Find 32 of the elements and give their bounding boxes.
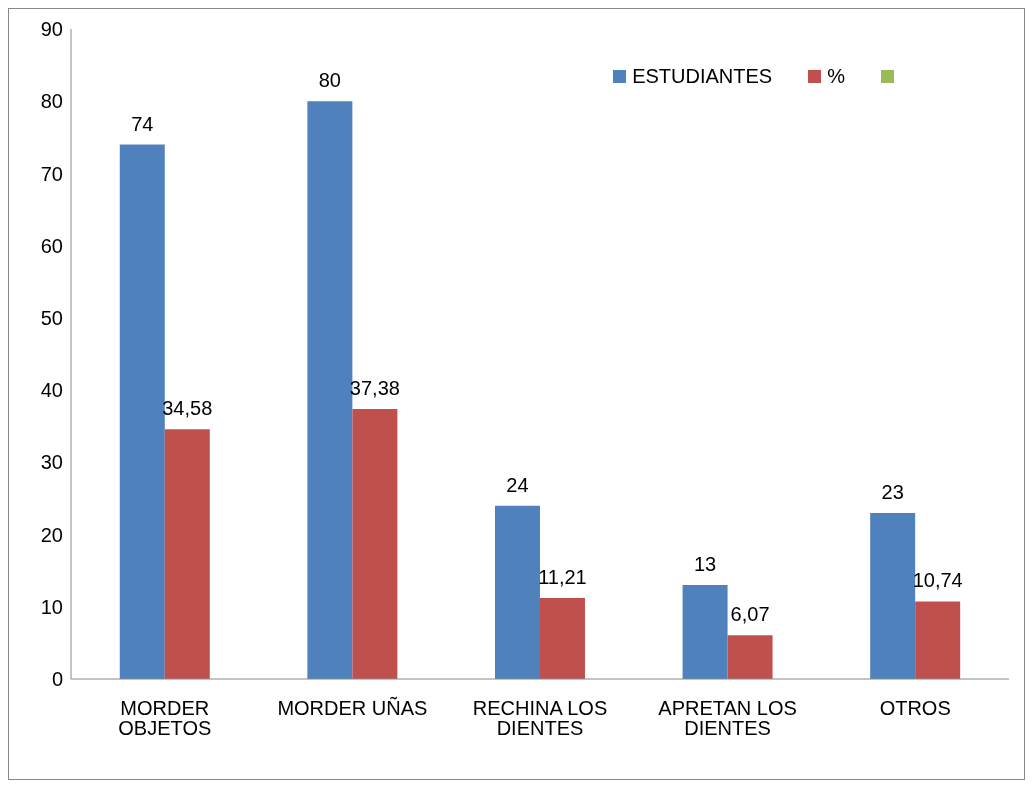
y-tick-label: 50 xyxy=(40,306,63,329)
x-tick-label: MORDER OBJETOS xyxy=(118,697,212,740)
data-label: 24 xyxy=(506,473,529,496)
bar xyxy=(539,598,585,679)
y-tick-label: 70 xyxy=(40,162,63,185)
data-label: 80 xyxy=(318,69,341,92)
data-label: 23 xyxy=(881,480,904,503)
bar xyxy=(682,585,728,679)
bar xyxy=(494,505,540,679)
data-label: 13 xyxy=(693,553,717,576)
x-tick-label: RECHINA LOS DIENTES xyxy=(472,697,608,740)
x-tick-label: MORDER UÑAS xyxy=(277,696,428,720)
legend-label: % xyxy=(827,65,845,88)
y-tick-label: 40 xyxy=(40,379,63,402)
x-tick-label: APRETAN LOS DIENTES xyxy=(658,697,797,740)
y-tick-label: 60 xyxy=(40,234,63,257)
bar xyxy=(164,429,210,679)
x-tick-label: OTROS xyxy=(879,697,951,720)
y-tick-label: 0 xyxy=(51,668,63,691)
data-label: 6,07 xyxy=(730,603,770,626)
bar xyxy=(727,635,773,679)
y-tick-label: 80 xyxy=(40,90,63,113)
bar xyxy=(352,409,398,679)
y-tick-label: 90 xyxy=(40,18,63,41)
legend-label: ESTUDIANTES xyxy=(632,65,773,88)
y-tick-label: 10 xyxy=(40,595,63,618)
y-tick-label: 20 xyxy=(40,523,63,546)
bar xyxy=(119,144,165,679)
data-label: 74 xyxy=(131,112,154,135)
y-tick-label: 30 xyxy=(40,451,63,474)
bar xyxy=(870,512,916,679)
bar xyxy=(915,601,961,679)
